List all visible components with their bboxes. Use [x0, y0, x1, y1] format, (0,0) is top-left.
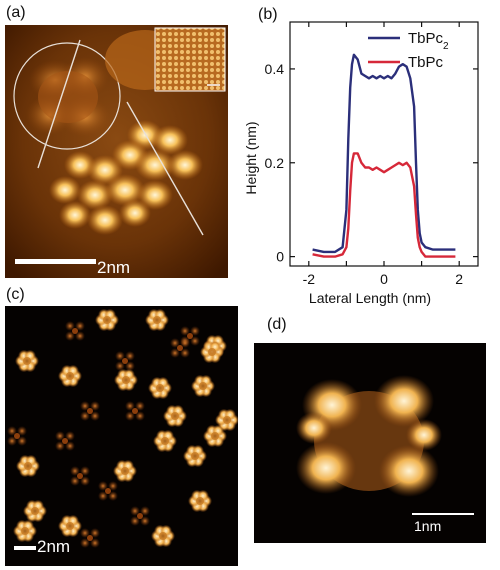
- tbpc-molecule: [180, 326, 200, 346]
- stm-image-a: [5, 25, 228, 278]
- tbpc-molecule: [70, 466, 90, 486]
- profile-line-1: [37, 39, 81, 169]
- lattice-inset: [154, 27, 226, 92]
- scale-bar-a: [15, 259, 96, 264]
- stm-image-d: [254, 343, 486, 543]
- tbpc2-molecule: [23, 499, 47, 523]
- height-profile-chart: -2 0 2 0 0.2 0.4 TbPc2 TbPc Lateral Length (nm…: [243, 21, 479, 306]
- y-tick-label: 0: [276, 249, 284, 265]
- panel-label-d: (d): [267, 316, 287, 333]
- tbpc2-molecule: [15, 349, 39, 373]
- tbpc2-molecule: [148, 376, 172, 400]
- tbpc2-molecule: [145, 308, 169, 332]
- series-line-2: [312, 152, 456, 258]
- y-axis-label: Height (nm): [243, 121, 259, 194]
- tbpc-molecule-dim: [26, 57, 111, 137]
- tbpc2-molecule: [58, 364, 82, 388]
- tbpc2-molecule: [188, 489, 212, 513]
- tbpc2-cluster: [49, 120, 203, 235]
- panel-label-c: (c): [6, 286, 25, 303]
- tbpc2-molecule: [114, 368, 138, 392]
- single-molecule: [296, 375, 442, 497]
- tbpc2-molecule: [163, 404, 187, 428]
- x-axis-label: Lateral Length (nm): [309, 290, 431, 306]
- x-tick-label: 0: [380, 271, 388, 287]
- tbpc-molecule: [80, 528, 100, 548]
- tbpc2-molecule: [183, 444, 207, 468]
- profile-line-2: [126, 101, 204, 236]
- tbpc-molecule: [65, 321, 85, 341]
- tbpc2-molecule: [203, 424, 227, 448]
- scale-bar-c: [14, 546, 36, 550]
- scale-label-d: 1nm: [414, 518, 442, 534]
- scale-label-a: 2nm: [97, 258, 131, 277]
- scale-label-c: 2nm: [37, 537, 71, 556]
- panel-label-a: (a): [6, 4, 26, 21]
- panel-label-b: (b): [258, 6, 278, 23]
- legend-entry: TbPc: [408, 54, 444, 71]
- stm-image-c: [5, 306, 238, 566]
- tbpc-molecule: [170, 338, 190, 358]
- tbpc2-molecule: [95, 308, 119, 332]
- tbpc2-molecule: [191, 374, 215, 398]
- tbpc-molecule: [98, 481, 118, 501]
- tbpc2-molecule: [58, 514, 82, 538]
- tbpc2-molecule: [151, 524, 175, 548]
- tbpc-molecule: [130, 506, 150, 526]
- tbpc-molecule: [7, 426, 27, 446]
- tbpc-molecule: [80, 401, 100, 421]
- tbpc2-molecule: [16, 454, 40, 478]
- legend-entry: TbPc2: [408, 30, 449, 52]
- tbpc-molecule: [125, 401, 145, 421]
- x-tick-label: -2: [303, 271, 316, 287]
- tbpc2-molecule: [153, 429, 177, 453]
- tbpc2-molecule: [113, 459, 137, 483]
- tbpc-molecule: [55, 431, 75, 451]
- y-tick-label: 0.2: [265, 155, 285, 171]
- series-line-1: [312, 53, 456, 254]
- tbpc2-molecule: [200, 340, 224, 364]
- tbpc-molecule: [115, 351, 135, 371]
- y-tick-label: 0.4: [265, 61, 285, 77]
- x-tick-label: 2: [455, 271, 463, 287]
- tbpc2-molecule: [13, 519, 37, 543]
- scale-bar-d: [412, 513, 474, 515]
- highlight-circle: [13, 42, 121, 150]
- plot-frame: [289, 21, 479, 267]
